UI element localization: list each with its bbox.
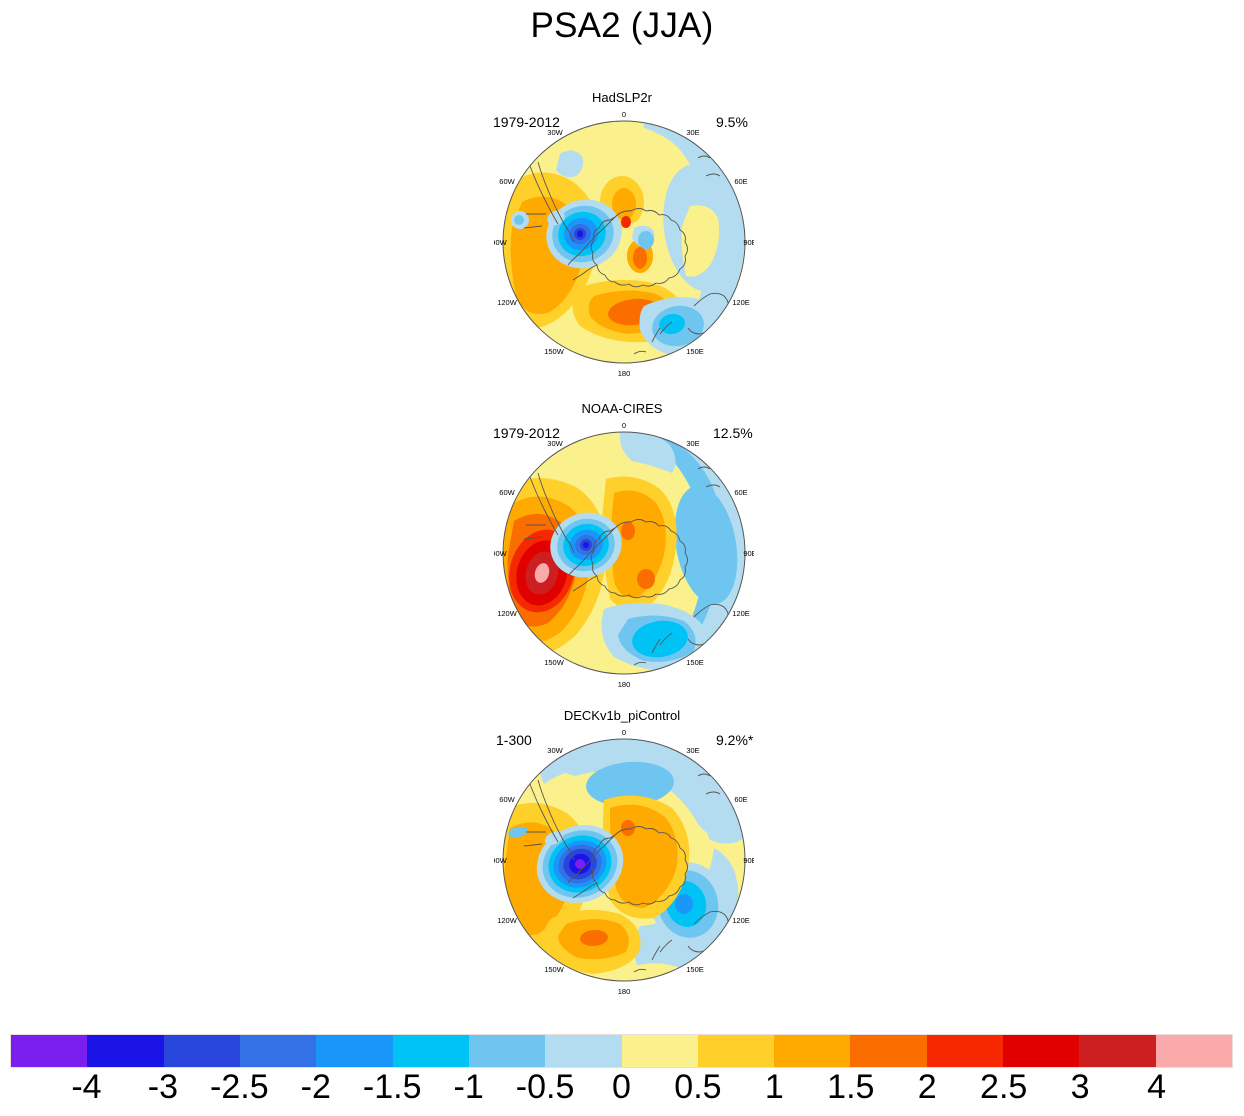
lon-label-90W: 90W bbox=[494, 856, 508, 865]
colorbar-tick-label: 0.5 bbox=[674, 1068, 722, 1106]
colorbar-segment-3 bbox=[239, 1035, 317, 1067]
coastline-3 bbox=[523, 773, 729, 973]
colorbar-segment-15 bbox=[1155, 1035, 1232, 1067]
colorbar-tick-label: 1 bbox=[764, 1068, 784, 1106]
colorbar-segment-12 bbox=[926, 1035, 1004, 1067]
colorbar-segment-1 bbox=[87, 1035, 164, 1067]
colorbar-tick-label: -4 bbox=[71, 1068, 102, 1106]
lon-label-90E: 90E bbox=[743, 238, 754, 247]
lon-label-60E: 60E bbox=[734, 177, 747, 186]
lon-label-90E: 90E bbox=[743, 549, 754, 558]
lon-label-0: 0 bbox=[622, 728, 626, 737]
map-boundary-circle-1 bbox=[502, 120, 746, 364]
panel-title-2: NOAA-CIRES bbox=[581, 401, 663, 416]
colorbar-tick-label: -2.5 bbox=[210, 1068, 269, 1106]
colorbar-segment-5 bbox=[392, 1035, 469, 1067]
lon-label-30W: 30W bbox=[547, 746, 563, 755]
colorbar-tick-label: -1 bbox=[453, 1068, 484, 1106]
lon-label-180: 180 bbox=[618, 369, 631, 378]
lon-label-180: 180 bbox=[618, 987, 631, 996]
map-noaa-cires: 0 30E 60E 90E 120E 150E 180 150W 120W 90… bbox=[491, 421, 756, 711]
colorbar-segment-0 bbox=[11, 1035, 88, 1067]
lon-label-150W: 150W bbox=[544, 658, 565, 667]
colorbar-labels: -4 -3 -2.5 -2 -1.5 -1 -0.5 0 0.5 1 1.5 2 2.5 3 4 bbox=[0, 1068, 1244, 1116]
colorbar-segment-10 bbox=[774, 1035, 851, 1067]
colorbar-tick-label: -1.5 bbox=[362, 1068, 422, 1106]
colorbar-segment-9 bbox=[697, 1035, 775, 1067]
lon-label-150E: 150E bbox=[686, 347, 704, 356]
colorbar-segment-11 bbox=[850, 1035, 927, 1067]
colorbar-segment-7 bbox=[545, 1035, 622, 1067]
lon-label-150W: 150W bbox=[544, 347, 565, 356]
lon-label-120E: 120E bbox=[732, 609, 750, 618]
lon-label-60W: 60W bbox=[499, 488, 515, 497]
map-hadslp2r: 0 30E 60E 90E 120E 150E 180 150W 120W 90… bbox=[491, 110, 756, 400]
lon-label-0: 0 bbox=[622, 421, 626, 430]
panel-period-2: 1979-2012 bbox=[493, 425, 560, 441]
colorbar-segment-6 bbox=[468, 1035, 546, 1067]
panel-variance-3: 9.2%* bbox=[716, 732, 754, 748]
colorbar-tick-label: -3 bbox=[147, 1068, 178, 1106]
polar-map-svg-3: 0 30E 60E 90E 120E 150E 180 150W 120W 90… bbox=[491, 728, 756, 996]
contour-field-2 bbox=[503, 432, 745, 674]
colorbar-tick-label: 3 bbox=[1070, 1068, 1090, 1106]
map-boundary-circle-2 bbox=[502, 431, 746, 675]
lon-label-120E: 120E bbox=[732, 298, 750, 307]
lon-label-120W: 120W bbox=[497, 916, 518, 925]
lon-label-180: 180 bbox=[618, 680, 631, 689]
contour-field-3 bbox=[503, 739, 745, 981]
map-boundary-circle-3 bbox=[502, 738, 746, 982]
colorbar-tick-label: 0 bbox=[612, 1068, 631, 1106]
colorbar-tick-label: 4 bbox=[1147, 1068, 1167, 1106]
colorbar-strip bbox=[10, 1034, 1233, 1068]
colorbar bbox=[10, 1034, 1233, 1068]
lon-label-120W: 120W bbox=[497, 609, 518, 618]
panel-period-3: 1-300 bbox=[496, 732, 532, 748]
panel-period-1: 1979-2012 bbox=[493, 114, 560, 130]
lon-label-150W: 150W bbox=[544, 965, 565, 974]
colorbar-segment-8 bbox=[621, 1035, 698, 1067]
polar-map-svg-2: 0 30E 60E 90E 120E 150E 180 150W 120W 90… bbox=[491, 421, 756, 689]
contour-field-1 bbox=[503, 121, 745, 363]
lon-label-120E: 120E bbox=[732, 916, 750, 925]
map-deckv1b-picontrol: 0 30E 60E 90E 120E 150E 180 150W 120W 90… bbox=[491, 728, 756, 1018]
coastline-1 bbox=[523, 155, 729, 355]
panel-title-3: DECKv1b_piControl bbox=[563, 708, 681, 723]
lon-label-90W: 90W bbox=[494, 549, 508, 558]
lon-label-60E: 60E bbox=[734, 488, 747, 497]
coastline-2 bbox=[523, 466, 729, 666]
lon-label-150E: 150E bbox=[686, 965, 704, 974]
colorbar-tick-label: -2 bbox=[300, 1068, 331, 1106]
lon-label-30E: 30E bbox=[686, 128, 699, 137]
panel-title-1: HadSLP2r bbox=[592, 90, 652, 105]
lon-label-0: 0 bbox=[622, 110, 626, 119]
colorbar-tick-label: 1.5 bbox=[827, 1068, 875, 1106]
colorbar-segment-2 bbox=[163, 1035, 240, 1067]
colorbar-tick-label: -0.5 bbox=[515, 1068, 575, 1106]
panel-variance-1: 9.5% bbox=[716, 114, 748, 130]
lon-label-60E: 60E bbox=[734, 795, 747, 804]
polar-map-svg-1: 0 30E 60E 90E 120E 150E 180 150W 120W 90… bbox=[491, 110, 756, 378]
lon-label-120W: 120W bbox=[497, 298, 518, 307]
colorbar-tick-label: 2 bbox=[917, 1068, 937, 1106]
lon-label-30E: 30E bbox=[686, 439, 699, 448]
lon-label-30W: 30W bbox=[547, 439, 563, 448]
page-title: PSA2 (JJA) bbox=[530, 6, 714, 45]
lon-label-30W: 30W bbox=[547, 128, 563, 137]
panel-variance-2: 12.5% bbox=[713, 425, 753, 441]
colorbar-segment-14 bbox=[1079, 1035, 1156, 1067]
lon-label-60W: 60W bbox=[499, 177, 515, 186]
lon-label-150E: 150E bbox=[686, 658, 704, 667]
colorbar-tick-label: 2.5 bbox=[980, 1068, 1028, 1106]
lon-label-90E: 90E bbox=[743, 856, 754, 865]
lon-label-60W: 60W bbox=[499, 795, 515, 804]
colorbar-segment-4 bbox=[316, 1035, 393, 1067]
lon-label-90W: 90W bbox=[494, 238, 508, 247]
colorbar-segment-13 bbox=[1003, 1035, 1080, 1067]
lon-label-30E: 30E bbox=[686, 746, 699, 755]
